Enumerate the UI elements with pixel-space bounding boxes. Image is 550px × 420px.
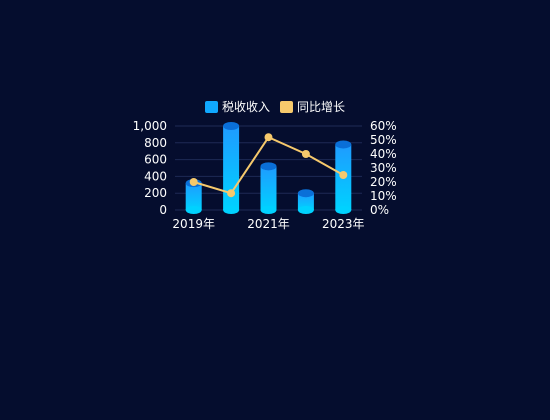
y-right-tick-label: 30% <box>370 161 397 175</box>
growth-point <box>227 189 236 198</box>
growth-point <box>339 171 348 179</box>
y-right-tick-label: 20% <box>370 175 397 189</box>
y-left-tick-label: 0 <box>159 203 167 217</box>
y-axis-right: 0%10%20%30%40%50%60% <box>370 119 397 217</box>
y-axis-left: 0 200 400 600 800 1,000 <box>133 119 167 217</box>
x-tick-label: 2023年 <box>322 217 365 231</box>
x-axis: 2019年 2021年 2023年 <box>172 217 364 231</box>
y-right-tick-label: 50% <box>370 133 397 147</box>
x-tick-label: 2019年 <box>172 217 215 231</box>
y-left-tick-label: 600 <box>144 153 167 167</box>
y-left-tick-label: 400 <box>144 169 167 183</box>
y-left-tick-label: 1,000 <box>133 119 167 133</box>
legend-swatch-yoy-growth <box>280 101 293 113</box>
y-right-tick-label: 0% <box>370 203 389 217</box>
legend[interactable]: 税收收入 同比增长 <box>205 100 345 114</box>
bar <box>223 122 240 214</box>
x-tick-label: 2021年 <box>247 217 290 231</box>
growth-point <box>264 133 273 142</box>
growth-point <box>189 178 198 186</box>
bar <box>260 162 277 214</box>
legend-label-yoy-growth: 同比增长 <box>297 100 345 114</box>
y-right-tick-label: 40% <box>370 147 397 161</box>
y-left-tick-label: 200 <box>144 186 167 200</box>
legend-swatch-tax-revenue <box>205 101 218 113</box>
growth-point <box>301 150 310 158</box>
legend-label-tax-revenue: 税收收入 <box>222 100 270 114</box>
line-series <box>189 133 348 198</box>
y-right-tick-label: 60% <box>370 119 397 133</box>
y-right-tick-label: 10% <box>370 189 397 203</box>
bar <box>297 189 314 214</box>
bar <box>185 179 202 214</box>
y-left-tick-label: 800 <box>144 136 167 150</box>
